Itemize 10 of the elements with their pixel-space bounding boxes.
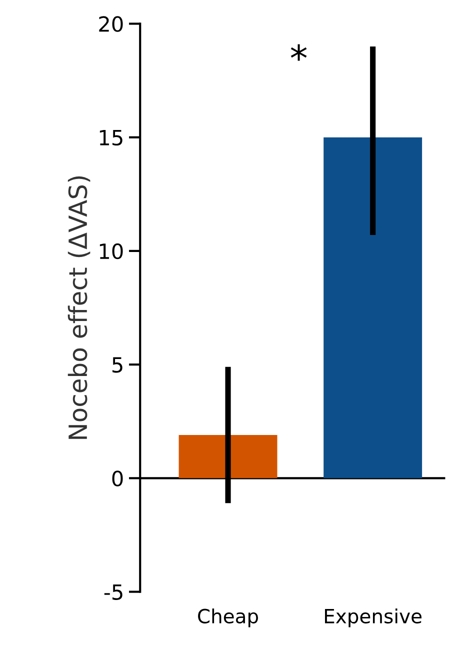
y-tick-label: 10 [100, 243, 123, 260]
x-tick-label: Cheap [198, 608, 258, 628]
y-tick-label: 0 [112, 470, 123, 486]
y-tick-label: 15 [100, 130, 122, 146]
y-axis-title: Nocebo effect (ΔVAS) [68, 176, 90, 439]
annotation: * [290, 44, 307, 61]
y-tick-label: 5 [112, 357, 122, 373]
y-tick-label: -5 [104, 584, 122, 600]
y-tick-label: 20 [99, 16, 123, 32]
x-tick-label: Expensive [325, 608, 422, 628]
